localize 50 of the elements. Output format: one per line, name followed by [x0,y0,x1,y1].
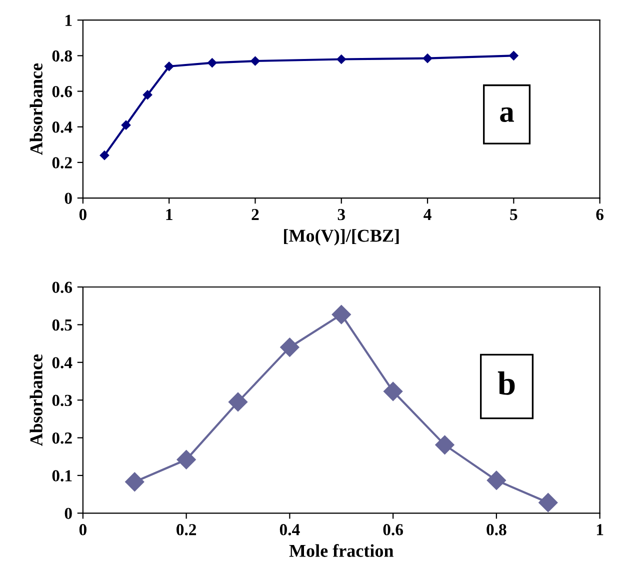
point [336,54,346,64]
point [164,62,174,71]
point [509,51,518,60]
annotation: a [500,107,514,122]
point [142,90,152,100]
y-tick-label: 0.1 [52,470,72,482]
point [332,304,351,324]
point [422,54,432,63]
x-tick-label: 0.2 [176,524,196,536]
point [208,58,217,68]
annotation: b [498,371,515,395]
x-tick-label: 1 [166,209,172,220]
x-tick-label: 0 [79,208,86,220]
point [176,450,196,470]
y-axis-title: Absorbance [30,63,42,156]
x-axis-title: [Mo(V)]/[CBZ] [284,229,399,246]
y-tick-label: 0 [64,508,72,520]
x-tick-label: 0.4 [280,524,300,536]
x-tick-label: 5 [510,209,518,220]
y-tick-label: 0 [64,192,72,204]
y-tick-label: 0.5 [52,319,72,331]
x-tick-label: 0 [79,524,86,536]
point [384,382,403,401]
point [100,150,110,160]
point [486,470,506,490]
y-tick-label: 0.2 [52,432,72,444]
y-tick-label: 1 [66,14,72,26]
point [280,338,300,357]
x-axis-title: Mole fraction [289,544,394,557]
point [121,120,131,130]
x-tick-label: 6 [596,208,604,220]
y-tick-label: 0.4 [52,122,72,133]
y-tick-label: 0.3 [52,394,72,406]
point [538,493,558,512]
x-tick-label: 0.8 [486,524,506,536]
point [250,56,260,66]
y-tick-label: 0.2 [52,157,72,168]
x-tick-label: 2 [252,208,259,220]
y-tick-label: 0.8 [52,50,72,62]
y-tick-label: 0.6 [52,86,72,98]
y-tick-label: 0.4 [52,357,72,368]
x-tick-label: 4 [424,209,432,220]
y-axis-title: Absorbance [30,354,42,446]
point [125,472,144,492]
point [228,392,248,412]
x-tick-label: 3 [338,208,345,220]
x-tick-label: 0.6 [383,524,403,536]
point [435,435,454,454]
x-tick-label: 1 [596,524,604,536]
y-tick-label: 0.6 [52,282,72,294]
